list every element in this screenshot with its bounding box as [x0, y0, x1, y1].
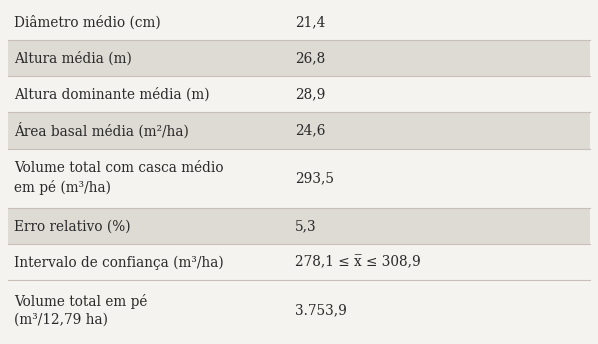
Bar — [8, 4, 590, 40]
Text: 21,4: 21,4 — [295, 15, 325, 29]
Text: Altura dominante média (m): Altura dominante média (m) — [14, 87, 210, 101]
Text: Diâmetro médio (cm): Diâmetro médio (cm) — [14, 15, 161, 29]
Text: 24,6: 24,6 — [295, 123, 325, 138]
Bar — [8, 208, 590, 244]
Text: 3.753,9: 3.753,9 — [295, 303, 347, 317]
Text: 278,1 ≤ x̅ ≤ 308,9: 278,1 ≤ x̅ ≤ 308,9 — [295, 255, 421, 269]
Text: 28,9: 28,9 — [295, 87, 325, 101]
Bar — [8, 280, 590, 340]
Bar — [8, 244, 590, 280]
Text: Volume total com casca médio
em pé (m³/ha): Volume total com casca médio em pé (m³/h… — [14, 161, 224, 195]
Text: Erro relativo (%): Erro relativo (%) — [14, 219, 130, 233]
Text: 26,8: 26,8 — [295, 51, 325, 65]
Bar — [8, 112, 590, 149]
Text: Volume total em pé
(m³/12,79 ha): Volume total em pé (m³/12,79 ha) — [14, 293, 147, 327]
Text: 293,5: 293,5 — [295, 171, 334, 185]
Text: Área basal média (m²/ha): Área basal média (m²/ha) — [14, 122, 189, 139]
Text: Altura média (m): Altura média (m) — [14, 51, 132, 65]
Text: 5,3: 5,3 — [295, 219, 316, 233]
Bar — [8, 40, 590, 76]
Text: Intervalo de confiança (m³/ha): Intervalo de confiança (m³/ha) — [14, 255, 224, 270]
Bar — [8, 76, 590, 112]
Bar — [8, 149, 590, 208]
